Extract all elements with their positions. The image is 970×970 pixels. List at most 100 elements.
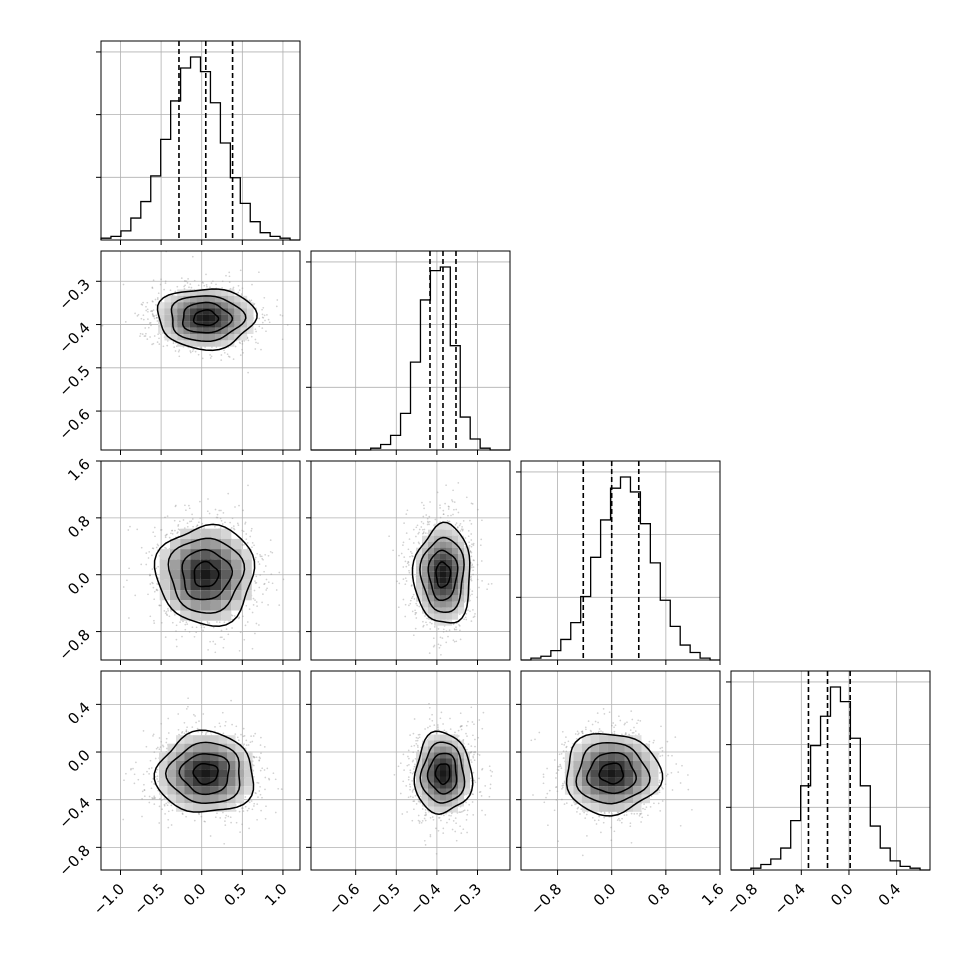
scatter-point	[139, 335, 141, 337]
scatter-point	[156, 316, 158, 319]
scatter-point	[191, 350, 194, 353]
density-cell	[422, 565, 428, 572]
density-cell	[183, 308, 190, 315]
density-cell	[446, 553, 452, 560]
density-cell	[177, 327, 184, 334]
scatter-point	[202, 282, 204, 284]
density-cell	[464, 553, 470, 560]
density-cell	[164, 302, 171, 309]
scatter-point	[478, 586, 480, 589]
scatter-point	[209, 286, 211, 289]
scatter-point	[426, 523, 429, 526]
density-cell	[440, 553, 446, 560]
density-cell	[196, 334, 203, 341]
scatter-point	[134, 594, 137, 597]
density-cell	[228, 308, 235, 315]
scatter-point	[452, 623, 455, 626]
density-cell	[221, 314, 229, 322]
density-cell	[215, 308, 222, 315]
density-cell	[215, 289, 222, 296]
density-cell	[202, 334, 209, 341]
scatter-point	[428, 523, 430, 526]
scatter-point	[136, 528, 139, 531]
scatter-point	[141, 304, 144, 306]
scatter-point	[236, 522, 239, 525]
scatter-point	[156, 543, 159, 546]
scatter-point	[142, 318, 145, 321]
scatter-point	[286, 324, 289, 326]
scatter-point	[186, 525, 189, 528]
scatter-point	[251, 542, 254, 544]
scatter-point	[160, 604, 162, 607]
scatter-point	[460, 528, 463, 531]
scatter-point	[147, 593, 149, 596]
density-cell	[458, 553, 464, 560]
scatter-point	[209, 357, 212, 359]
scatter-point	[454, 523, 457, 526]
density-cell	[231, 538, 242, 550]
scatter-point	[278, 571, 281, 574]
scatter-point	[423, 531, 425, 533]
scatter-point	[231, 517, 234, 520]
scatter-point	[155, 304, 157, 306]
scatter-point	[139, 332, 142, 335]
density-cell	[446, 559, 452, 566]
scatter-point	[245, 538, 248, 541]
scatter-point	[412, 555, 414, 558]
scatter-point	[262, 558, 264, 561]
scatter-point	[167, 609, 170, 612]
scatter-point	[471, 590, 474, 592]
scatter-point	[151, 313, 154, 315]
scatter-point	[448, 520, 451, 523]
density-cell	[458, 559, 464, 566]
density-cell	[190, 549, 201, 560]
scatter-point	[254, 599, 256, 601]
scatter-point	[122, 283, 125, 286]
density-cell	[234, 314, 241, 322]
scatter-point	[231, 627, 233, 629]
scatter-point	[192, 525, 194, 528]
density-cell	[247, 314, 254, 322]
density-cell	[164, 314, 171, 322]
scatter-point	[421, 528, 424, 531]
scatter-point	[233, 528, 236, 531]
scatter-point	[153, 526, 156, 529]
scatter-point	[189, 520, 191, 523]
density-cell	[434, 529, 440, 536]
density-cell	[428, 553, 434, 560]
density-cell	[170, 569, 181, 580]
scatter-point	[153, 598, 156, 601]
density-cell	[434, 547, 440, 554]
histogram-panel-0	[96, 40, 301, 245]
scatter-point	[156, 583, 158, 585]
scatter-point	[457, 511, 460, 514]
histogram-panel-3	[726, 670, 931, 875]
scatter-point	[220, 359, 223, 361]
scatter-point	[255, 575, 258, 578]
density-cell	[416, 583, 422, 590]
density-cell	[196, 340, 203, 347]
scatter-point	[184, 284, 186, 287]
scatter-point	[421, 532, 424, 535]
scatter-point	[259, 553, 261, 556]
density-cell	[452, 607, 458, 614]
density-cell	[416, 571, 422, 578]
density-cell	[189, 327, 197, 334]
scatter-point	[445, 630, 448, 632]
scatter-point	[152, 315, 154, 317]
scatter-point	[472, 609, 474, 611]
scatter-point	[171, 529, 174, 532]
scatter-point	[409, 555, 411, 558]
scatter-point	[186, 282, 189, 284]
scatter-point	[444, 502, 446, 505]
histogram-panel-2	[516, 460, 721, 665]
scatter-point	[439, 636, 442, 639]
scatter-point	[434, 518, 437, 521]
density-cell	[177, 302, 184, 309]
scatter-point	[212, 640, 215, 643]
scatter-point	[253, 589, 256, 592]
scatter-point	[154, 535, 156, 538]
scatter-point	[151, 287, 154, 289]
scatter-point	[184, 504, 186, 507]
